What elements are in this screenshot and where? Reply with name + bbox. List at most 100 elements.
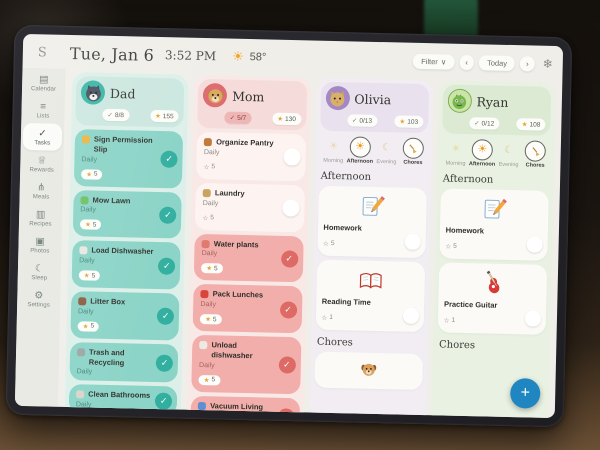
- task-checkbox[interactable]: [282, 148, 301, 167]
- task-checkbox[interactable]: ✓: [155, 354, 174, 372]
- brand-logo: S: [37, 44, 47, 60]
- task-card[interactable]: Sign Permission Slip Daily ★ 5 ✓: [73, 129, 184, 189]
- sidebar-item-calendar[interactable]: ▤ Calendar: [30, 74, 57, 93]
- progress-badge: ✓ 5/7: [224, 111, 252, 125]
- routine-tab-chores[interactable]: Chores: [400, 137, 427, 167]
- broom-icon: [409, 143, 418, 153]
- routine-card[interactable]: Homework ☆ 5: [439, 188, 549, 261]
- routine-tab-evening[interactable]: ☾ Evening: [498, 144, 519, 169]
- member-column-ryan: Ryan ✓ 0/12 ★ 108 ☀ Morning: [430, 80, 556, 419]
- routine-tab-evening[interactable]: ☾ Evening: [376, 141, 397, 166]
- member-header-ryan[interactable]: Ryan ✓ 0/12 ★ 108: [441, 84, 552, 136]
- columns-area: Dad ✓ 8/8 ★ 155 Sign Permission Slip Daily…: [58, 69, 563, 419]
- task-checkbox[interactable]: ✓: [155, 392, 173, 410]
- task-checkbox[interactable]: ✓: [159, 206, 177, 224]
- task-card[interactable]: Vacuum Living Room Daily ✓: [190, 395, 300, 419]
- task-checkbox[interactable]: ✓: [279, 300, 297, 319]
- task-card[interactable]: Pack Lunches Daily ★ 5 ✓: [192, 284, 303, 334]
- vacuum-icon: [198, 401, 207, 410]
- member-column-olivia: Olivia ✓ 0/13 ★ 103 ☀ Morning: [308, 77, 434, 419]
- points-badge: ★ 103: [394, 115, 424, 129]
- sidebar-item-photos[interactable]: ▣ Photos: [30, 236, 50, 255]
- litter-icon: [78, 297, 87, 306]
- crown-icon: ♕: [37, 155, 47, 167]
- task-checkbox[interactable]: ✓: [280, 250, 298, 268]
- task-card[interactable]: Clean Bathrooms Daily ✓: [68, 384, 178, 416]
- recipe-book-icon: ▥: [35, 209, 46, 221]
- app-screen: S Tue, Jan 6 3:52 PM ☀ 58° Filter ∨ ‹ To…: [14, 33, 564, 419]
- star-icon: ★: [84, 221, 91, 229]
- trash-icon: [76, 347, 86, 357]
- member-name: Olivia: [354, 90, 392, 107]
- task-checkbox[interactable]: [524, 309, 542, 327]
- moon-icon: ☾: [34, 263, 45, 275]
- star-outline-icon: ☆: [443, 317, 450, 325]
- points-badge: ★ 130: [272, 112, 302, 126]
- task-card[interactable]: Organize Pantry Daily ☆ 5: [196, 131, 306, 182]
- routine-card[interactable]: [313, 351, 423, 390]
- sidebar-item-meals[interactable]: ⋔ Meals: [32, 182, 50, 201]
- sunrise-icon: ☀: [451, 143, 461, 155]
- lists-icon: ≡: [40, 101, 47, 113]
- star-reward-label: ☆ 1: [443, 316, 456, 325]
- member-name: Ryan: [476, 93, 509, 110]
- task-card[interactable]: Litter Box Daily ★ 5 ✓: [70, 291, 180, 341]
- task-checkbox[interactable]: ✓: [156, 307, 175, 326]
- photo-icon: ▣: [35, 236, 45, 248]
- task-checkbox[interactable]: ✓: [278, 356, 296, 374]
- star-outline-icon: ☆: [203, 163, 210, 171]
- section-title-afternoon: Afternoon: [442, 173, 494, 186]
- time-label: 3:52 PM: [164, 48, 217, 64]
- task-card[interactable]: Trash and Recycling Daily ✓: [69, 341, 179, 383]
- sidebar-nav: ▤ Calendar ≡ Lists ✓ Tasks ♕ Rewards: [14, 67, 66, 407]
- routine-tab-morning[interactable]: ☀ Morning: [445, 143, 466, 167]
- routine-tab-afternoon[interactable]: ☀ Afternoon: [346, 136, 373, 165]
- routine-tab-afternoon[interactable]: ☀ Afternoon: [469, 139, 496, 168]
- member-header-dad[interactable]: Dad ✓ 8/8 ★ 155: [75, 76, 185, 128]
- sidebar-item-rewards[interactable]: ♕ Rewards: [29, 155, 54, 174]
- filter-button[interactable]: Filter ∨: [413, 53, 455, 70]
- task-checkbox[interactable]: ✓: [160, 150, 178, 169]
- sidebar-item-settings[interactable]: ⚙ Settings: [27, 290, 50, 309]
- pencil-paper-icon: [446, 196, 543, 224]
- progress-badge: ✓ 8/8: [102, 108, 130, 122]
- task-card[interactable]: Mow Lawn Daily ★ 5 ✓: [72, 189, 182, 239]
- temperature-label[interactable]: 58°: [249, 51, 267, 64]
- next-day-button[interactable]: ›: [519, 55, 535, 72]
- routine-card[interactable]: Practice Guitar ☆ 1: [437, 262, 548, 335]
- star-icon: ★: [205, 316, 212, 324]
- member-header-mom[interactable]: Mom ✓ 5/7 ★ 130: [197, 78, 307, 131]
- task-checkbox[interactable]: [402, 307, 419, 324]
- routine-card[interactable]: Reading Time ☆ 1: [315, 259, 425, 332]
- sidebar-item-sleep[interactable]: ☾ Sleep: [31, 263, 48, 282]
- sidebar-item-lists[interactable]: ≡ Lists: [36, 101, 50, 120]
- member-header-olivia[interactable]: Olivia ✓ 0/13 ★ 103: [319, 81, 430, 134]
- routine-card[interactable]: Homework ☆ 5: [316, 185, 427, 258]
- electric-guitar-icon: [444, 269, 541, 297]
- star-reward-pill: ★ 5: [79, 219, 102, 230]
- sidebar-item-recipes[interactable]: ▥ Recipes: [29, 209, 52, 228]
- snowflake-icon[interactable]: ❄: [542, 56, 553, 71]
- star-reward-pill: ★ 5: [78, 270, 101, 281]
- task-checkbox[interactable]: ✓: [276, 408, 295, 419]
- routine-tab-morning[interactable]: ☀ Morning: [323, 140, 344, 165]
- task-card[interactable]: Load Dishwasher Daily ★ 5 ✓: [71, 240, 181, 290]
- task-checkbox[interactable]: [526, 236, 543, 253]
- sidebar-item-tasks[interactable]: ✓ Tasks: [22, 122, 63, 151]
- task-card[interactable]: Laundry Daily ☆ 5: [195, 182, 305, 232]
- tasks-check-icon: ✓: [38, 128, 47, 140]
- date-label[interactable]: Tue, Jan 6: [69, 43, 155, 65]
- routine-tab-chores[interactable]: Chores: [522, 140, 549, 169]
- task-checkbox[interactable]: [281, 199, 300, 217]
- today-button[interactable]: Today: [478, 54, 516, 71]
- olivia-cat-avatar: [325, 85, 350, 111]
- plate-icon: [79, 246, 88, 255]
- task-checkbox[interactable]: [404, 233, 421, 250]
- task-card[interactable]: Unload dishwasher Daily ★ 5 ✓: [191, 334, 301, 394]
- task-card[interactable]: Water plants Daily ★ 5 ✓: [193, 233, 304, 283]
- task-checkbox[interactable]: ✓: [158, 257, 176, 275]
- ryan-dinosaur-avatar: [447, 88, 472, 114]
- prev-day-button[interactable]: ‹: [459, 54, 475, 70]
- jar-icon: [204, 138, 213, 147]
- section-title-afternoon: Afternoon: [320, 170, 372, 183]
